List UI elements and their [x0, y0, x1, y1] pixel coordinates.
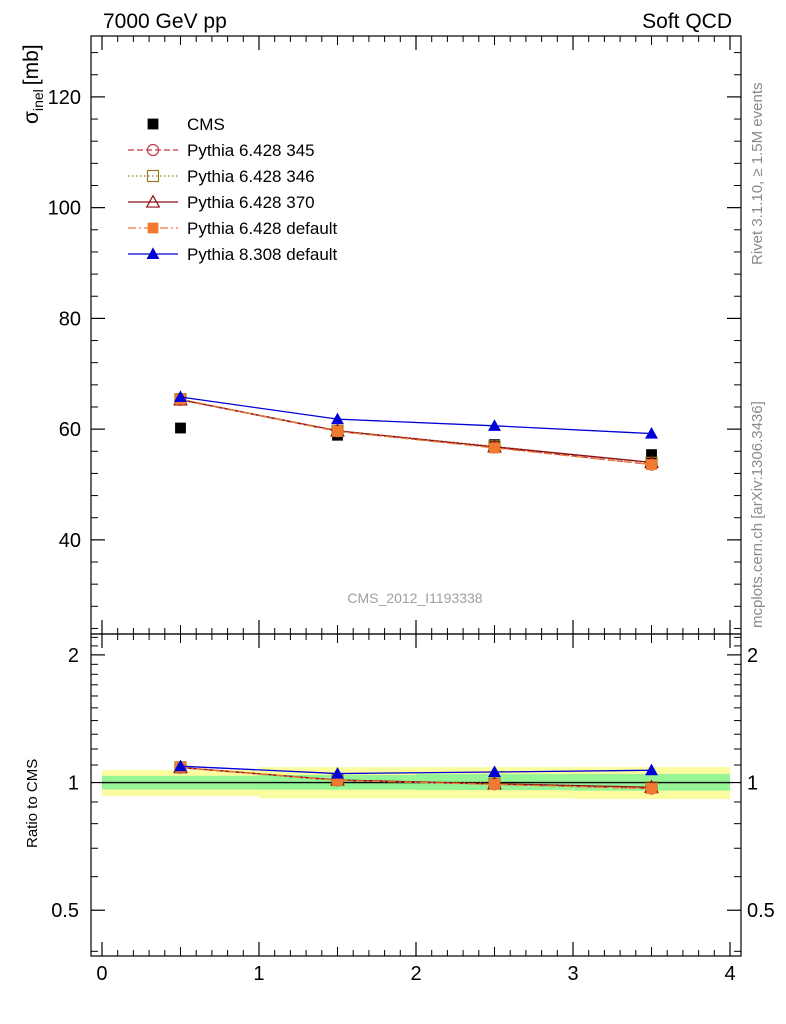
series-line — [180, 765, 652, 775]
main-y-tick-label: 100 — [48, 198, 81, 220]
series-line — [180, 398, 652, 464]
analysis-id-label: CMS_2012_I1193338 — [347, 590, 482, 606]
legend-label: Pythia 6.428 345 — [187, 141, 315, 160]
mcplots-label: mcplots.cern.ch [arXiv:1306.3436] — [749, 401, 766, 628]
series-pythia-6-428-default — [175, 393, 657, 470]
ratio-y-tick-label-right: 1 — [747, 773, 758, 795]
main-ylabel: σinel [mb] — [20, 44, 46, 124]
series-line — [180, 399, 652, 463]
header-right: Soft QCD — [642, 10, 732, 33]
legend-label: Pythia 6.428 346 — [187, 167, 315, 186]
series-pythia-8-308-default — [174, 759, 658, 779]
legend-entry: Pythia 6.428 346 — [128, 167, 315, 186]
legend-marker — [145, 194, 161, 208]
main-ylabel-sub: inel — [30, 89, 46, 111]
main-ylabel-unit: [mb] — [20, 44, 43, 85]
data-point — [646, 783, 657, 794]
data-point — [488, 765, 501, 778]
main-y-tick-label: 60 — [59, 419, 81, 441]
main-ylabel-symbol: σ — [20, 111, 43, 124]
series-line — [180, 398, 652, 466]
data-point — [489, 442, 500, 454]
legend-label: Pythia 6.428 370 — [187, 193, 315, 212]
x-tick-label: 3 — [567, 963, 578, 985]
legend-marker — [146, 247, 160, 260]
rivet-label: Rivet 3.1.10, ≥ 1.5M events — [749, 83, 766, 266]
data-point — [174, 759, 187, 772]
legend-marker — [146, 169, 160, 183]
data-point — [645, 426, 658, 439]
ratio-y-tick-label-left: 1 — [68, 773, 79, 795]
main-y-tick-label: 120 — [48, 87, 81, 109]
x-tick-label: 2 — [410, 963, 421, 985]
ratio-axes: 0.5 0.5 1 1 2 2 0 1 2 3 4 — [51, 633, 775, 985]
ratio-ylabel: Ratio to CMS — [24, 759, 41, 848]
legend: CMS Pythia 6.428 345 Pythia 6.428 346 Pythi… — [128, 115, 338, 264]
legend-marker — [147, 222, 159, 234]
data-point — [645, 763, 658, 776]
header-left: 7000 GeV pp — [103, 10, 227, 33]
data-point — [489, 779, 500, 790]
svg-text:σinel[mb]: σinel [mb] — [20, 44, 46, 124]
ratio-y-tick-label-right: 2 — [747, 645, 758, 667]
x-tick-label: 4 — [724, 963, 735, 985]
legend-entry: Pythia 6.428 345 — [128, 141, 315, 160]
ratio-y-tick-label-left: 0.5 — [51, 900, 79, 922]
series-pythia-6-428-345 — [174, 393, 658, 471]
x-tick-label: 1 — [253, 963, 264, 985]
data-point — [331, 766, 344, 779]
legend-marker — [147, 118, 159, 130]
data-point — [488, 419, 501, 431]
ratio-series — [173, 759, 659, 795]
legend-label: CMS — [187, 115, 225, 134]
legend-entry: Pythia 6.428 default — [128, 219, 338, 238]
legend-label: Pythia 6.428 default — [187, 219, 338, 238]
data-point — [331, 412, 344, 425]
legend-entry: Pythia 8.308 default — [128, 245, 338, 264]
main-axes: 40 60 80 100 120 — [48, 35, 742, 635]
legend-entry: CMS — [147, 115, 225, 134]
data-point — [175, 422, 186, 434]
data-point — [646, 449, 657, 461]
series-pythia-8-308-default — [174, 390, 658, 439]
x-tick-label: 0 — [96, 963, 107, 985]
ratio-y-tick-label-right: 0.5 — [747, 900, 775, 922]
legend-marker — [146, 143, 160, 157]
legend-entry: Pythia 6.428 370 — [128, 193, 315, 212]
main-series — [173, 390, 659, 471]
data-point — [174, 390, 187, 403]
series-line — [180, 396, 652, 435]
ratio-y-tick-label-left: 2 — [68, 645, 79, 667]
data-point — [332, 425, 343, 437]
main-y-tick-label: 80 — [59, 308, 81, 330]
series-cms — [175, 422, 657, 461]
legend-label: Pythia 8.308 default — [187, 245, 338, 264]
data-point — [646, 459, 657, 470]
main-y-tick-label: 40 — [59, 530, 81, 552]
series-line — [180, 766, 652, 790]
